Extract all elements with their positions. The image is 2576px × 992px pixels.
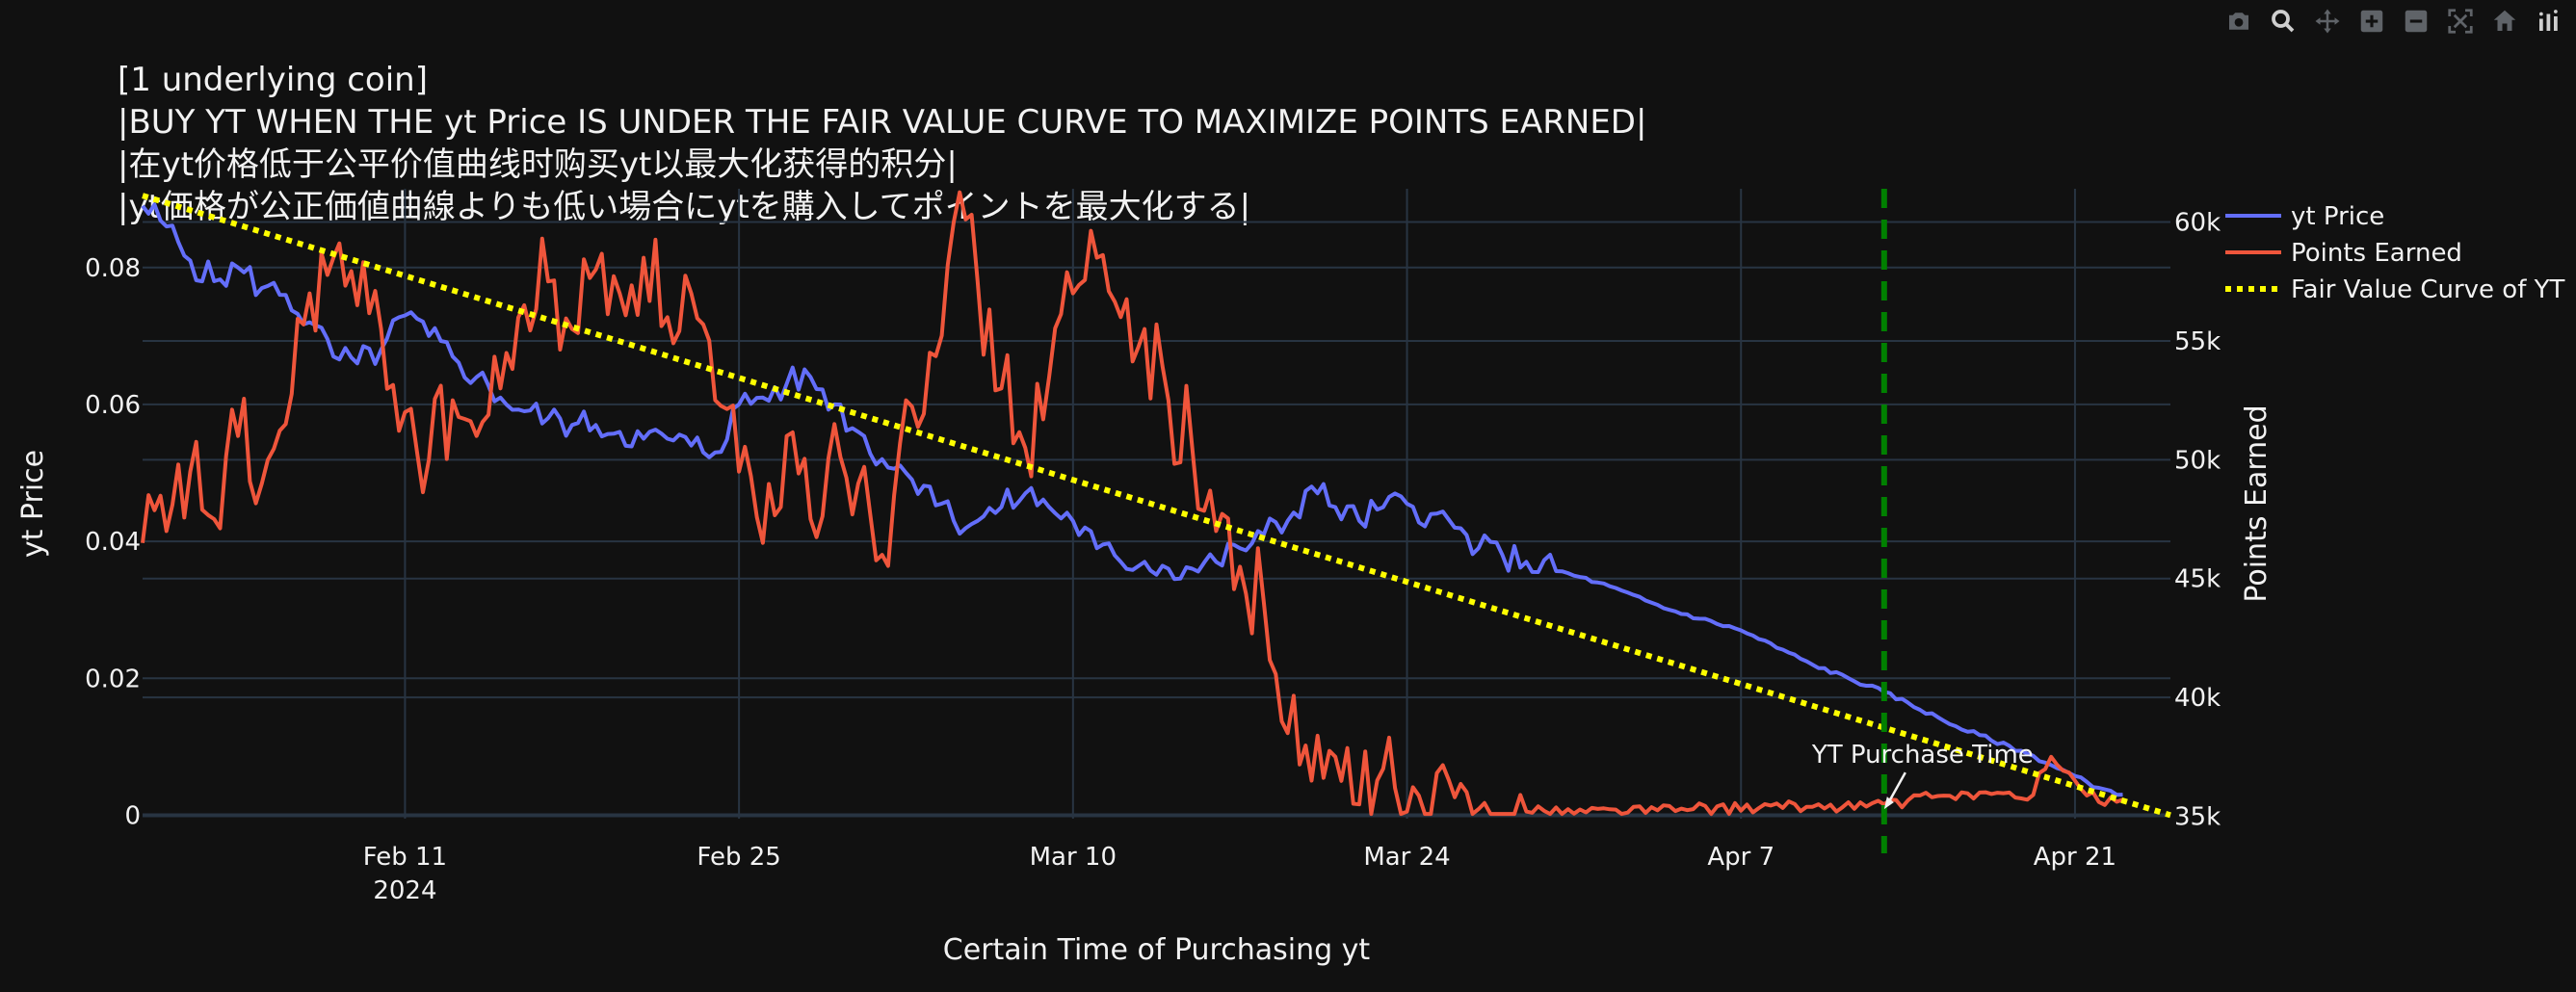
pan-icon[interactable] xyxy=(2310,4,2345,39)
zoom-in-icon[interactable] xyxy=(2354,4,2389,39)
chart-title: [1 underlying coin] |BUY YT WHEN THE yt P… xyxy=(118,61,1646,226)
y-tick-label: 0.04 xyxy=(85,528,141,557)
modebar xyxy=(2221,4,2566,39)
annotation-layer: YT Purchase Time xyxy=(1811,741,2034,810)
title-line: |yt価格が公正価値曲線よりも低い場合にytを購入してポイントを最大化する| xyxy=(118,188,1250,226)
title-line: |BUY YT WHEN THE yt Price IS UNDER THE F… xyxy=(118,103,1646,142)
x-tick-label: Feb 11 xyxy=(363,843,447,872)
legend-label[interactable]: Points Earned xyxy=(2291,239,2462,268)
series-line-yt-price xyxy=(141,202,2123,797)
title-line: |在yt价格低于公平价值曲线时购买yt以最大化获得的积分| xyxy=(118,145,958,184)
annotation-arrowhead xyxy=(1883,796,1894,810)
legend-label[interactable]: Fair Value Curve of YT xyxy=(2291,275,2565,304)
y-tick-label: 0 xyxy=(124,801,141,830)
y2-tick-label: 50k xyxy=(2174,446,2221,475)
camera-icon[interactable] xyxy=(2221,4,2256,39)
y-tick-label: 0.08 xyxy=(85,254,141,283)
legend-label[interactable]: yt Price xyxy=(2291,202,2384,231)
autoscale-icon[interactable] xyxy=(2443,4,2478,39)
y2-tick-label: 35k xyxy=(2174,803,2221,832)
series-layer xyxy=(141,189,2171,853)
title-line: [1 underlying coin] xyxy=(118,61,428,99)
annotation-text: YT Purchase Time xyxy=(1811,741,2034,770)
grid xyxy=(143,189,2170,819)
legend[interactable]: yt Price Points Earned Fair Value Curve of… xyxy=(2225,202,2565,304)
home-icon[interactable] xyxy=(2487,4,2522,39)
x-axis-title: Certain Time of Purchasing yt xyxy=(943,933,1371,967)
y-tick-label: 0.06 xyxy=(85,391,141,420)
x-tick-label: Apr 21 xyxy=(2034,843,2116,872)
x-tick-label: Mar 24 xyxy=(1363,843,1450,872)
series-line-points-earned xyxy=(141,190,2124,817)
series-line-fair-value-curve-of-yt xyxy=(142,193,2171,819)
y-axis-title: yt Price xyxy=(16,450,50,558)
y2-tick-label: 60k xyxy=(2174,209,2221,238)
x-tick-label: Feb 25 xyxy=(697,843,780,872)
y2-axis-title: Points Earned xyxy=(2240,405,2274,602)
y2-tick-label: 40k xyxy=(2174,684,2221,713)
zoom-icon[interactable] xyxy=(2266,4,2300,39)
zoom-out-icon[interactable] xyxy=(2399,4,2433,39)
x-tick-sublabel: 2024 xyxy=(373,876,436,905)
x-tick-label: Mar 10 xyxy=(1030,843,1117,872)
plotly-logo-icon[interactable] xyxy=(2532,4,2566,39)
x-tick-label: Apr 7 xyxy=(1707,843,1774,872)
y2-tick-label: 55k xyxy=(2174,327,2221,356)
y2-tick-label: 45k xyxy=(2174,565,2221,594)
axes: Feb 11 2024 Feb 25 Mar 10 Mar 24 Apr 7 Apr 21 0… xyxy=(16,209,2274,967)
y-tick-label: 0.02 xyxy=(85,665,141,693)
